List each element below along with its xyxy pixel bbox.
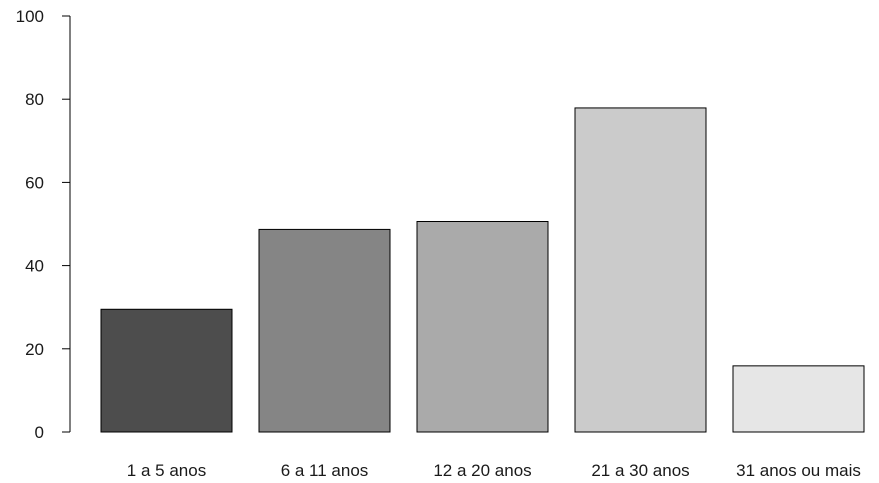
y-tick-label: 0 xyxy=(35,423,44,442)
y-axis: 0 20 40 60 80 100 xyxy=(16,7,71,442)
bar xyxy=(100,308,233,433)
x-axis-labels: 1 a 5 anos 6 a 11 anos 12 a 20 anos 21 a 30… xyxy=(127,461,861,480)
y-tick-label: 20 xyxy=(25,340,44,359)
x-tick-label: 12 a 20 anos xyxy=(433,461,531,480)
bar xyxy=(574,107,707,433)
x-tick-label: 31 anos ou mais xyxy=(736,461,861,480)
y-tick-label: 40 xyxy=(25,257,44,276)
y-tick-label: 100 xyxy=(16,7,44,26)
bar xyxy=(258,228,391,433)
bar xyxy=(416,221,549,433)
x-tick-label: 1 a 5 anos xyxy=(127,461,206,480)
bars xyxy=(100,107,865,433)
x-tick-label: 21 a 30 anos xyxy=(591,461,689,480)
y-tick-label: 60 xyxy=(25,173,44,192)
x-tick-label: 6 a 11 anos xyxy=(281,461,369,480)
y-tick-label: 80 xyxy=(25,90,44,109)
bar xyxy=(732,365,865,433)
